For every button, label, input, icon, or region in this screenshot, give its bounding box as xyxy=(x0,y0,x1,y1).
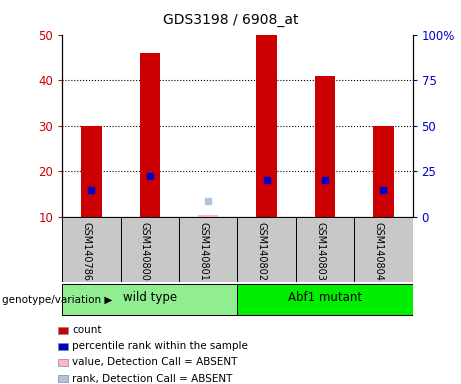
Text: GSM140804: GSM140804 xyxy=(373,222,384,281)
Bar xyxy=(179,217,237,282)
Bar xyxy=(198,215,219,217)
Text: GSM140801: GSM140801 xyxy=(198,222,208,281)
Bar xyxy=(140,53,160,217)
Bar xyxy=(62,284,237,315)
Bar xyxy=(237,217,296,282)
Text: percentile rank within the sample: percentile rank within the sample xyxy=(72,341,248,351)
Bar xyxy=(237,284,413,315)
Text: GSM140802: GSM140802 xyxy=(257,222,266,281)
Bar xyxy=(62,217,121,282)
Text: GSM140786: GSM140786 xyxy=(82,222,91,281)
Bar xyxy=(296,217,354,282)
Bar xyxy=(256,35,277,217)
Text: GSM140800: GSM140800 xyxy=(140,222,150,281)
Text: genotype/variation ▶: genotype/variation ▶ xyxy=(2,295,112,305)
Text: wild type: wild type xyxy=(123,291,177,304)
Text: GDS3198 / 6908_at: GDS3198 / 6908_at xyxy=(163,13,298,27)
Text: GSM140803: GSM140803 xyxy=(315,222,325,281)
Text: rank, Detection Call = ABSENT: rank, Detection Call = ABSENT xyxy=(72,374,233,384)
Text: value, Detection Call = ABSENT: value, Detection Call = ABSENT xyxy=(72,358,238,367)
Bar xyxy=(354,217,413,282)
Bar xyxy=(315,76,335,217)
Bar xyxy=(121,217,179,282)
Text: Abf1 mutant: Abf1 mutant xyxy=(288,291,362,304)
Bar xyxy=(81,126,101,217)
Text: count: count xyxy=(72,325,102,335)
Bar xyxy=(373,126,394,217)
